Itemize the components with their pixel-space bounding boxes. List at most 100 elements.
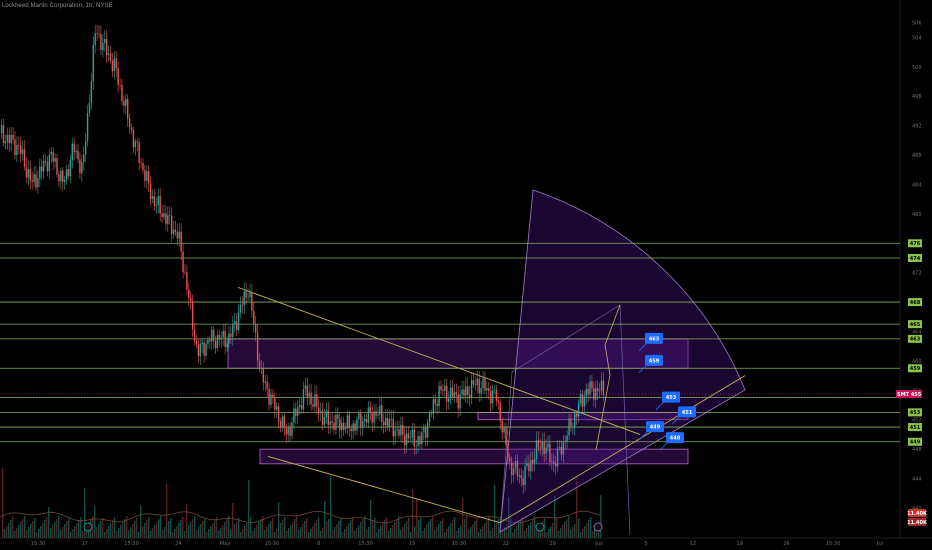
callout-pointer — [659, 441, 669, 451]
volume-bar — [292, 522, 294, 538]
level-price-tag-text: 476 — [910, 241, 921, 247]
callout-badge[interactable] — [678, 406, 696, 418]
volume-bar — [330, 476, 332, 538]
volume-bar — [68, 518, 70, 538]
candle-body — [572, 426, 574, 428]
volume-bar — [116, 531, 118, 538]
candle-body — [503, 426, 505, 433]
price-axis[interactable] — [900, 0, 932, 550]
candle-body — [579, 394, 582, 404]
volume-bar — [388, 531, 390, 538]
callout-badge[interactable] — [646, 421, 664, 433]
candle-body — [575, 413, 578, 417]
callout-badge[interactable] — [645, 332, 663, 344]
volume-bar — [58, 516, 60, 538]
candle-body — [304, 385, 307, 390]
candle-body — [205, 343, 207, 356]
volume-bar — [200, 524, 202, 538]
volume-bar — [600, 495, 602, 538]
volume-bar — [120, 525, 122, 538]
volume-bar — [252, 531, 254, 538]
volume-bar — [80, 517, 82, 538]
volume-bar — [314, 523, 316, 538]
candle-body — [293, 408, 295, 423]
candle-body — [457, 394, 459, 409]
zone-box[interactable] — [259, 448, 689, 465]
candle-body — [253, 310, 255, 325]
volume-bar — [272, 518, 274, 538]
x-tick-label: 24 — [175, 541, 181, 547]
candle-body — [530, 460, 532, 472]
volume-bar — [42, 523, 44, 538]
event-marker-icon[interactable] — [593, 522, 603, 532]
candle-body — [411, 429, 414, 438]
candle-body — [42, 160, 45, 172]
candle-body — [568, 418, 570, 436]
volume-bar — [424, 528, 426, 538]
candle-body — [37, 178, 39, 188]
volume-bar — [494, 485, 496, 538]
volume-bar — [40, 526, 42, 538]
zone-box[interactable] — [227, 338, 689, 369]
candle-body — [442, 390, 444, 392]
candle-body — [595, 388, 597, 400]
lower-trendline[interactable] — [267, 456, 501, 524]
volume-bar — [212, 523, 214, 538]
candle-body — [174, 229, 177, 232]
callout-badge[interactable] — [662, 391, 680, 403]
candle-body — [308, 392, 310, 397]
volume-bar — [378, 529, 380, 538]
candle-body — [180, 231, 182, 252]
volume-bar — [16, 528, 18, 538]
volume-bar — [498, 519, 500, 538]
candle-body — [232, 324, 234, 337]
candle-body — [379, 405, 381, 415]
volume-bar — [554, 496, 556, 538]
volume-bar — [524, 531, 526, 538]
event-marker-icon[interactable] — [535, 522, 545, 532]
candle-body — [532, 460, 534, 463]
candle-body — [184, 271, 186, 273]
event-marker-icon[interactable] — [83, 522, 93, 532]
rising-trendline[interactable] — [499, 375, 746, 524]
candle-body — [144, 170, 146, 181]
candle-body — [402, 425, 404, 435]
candle-body — [553, 461, 555, 464]
candle-body — [222, 330, 224, 338]
volume-bar — [580, 532, 582, 538]
candle-body — [224, 330, 226, 347]
candle-body — [8, 134, 10, 144]
volume-bar — [274, 532, 276, 538]
x-tick-label: 19 — [736, 541, 742, 547]
volume-bar — [158, 519, 160, 538]
candle-body — [381, 405, 383, 422]
candle-body — [323, 417, 326, 425]
candle-body — [182, 251, 184, 272]
x-tick-label: 22 — [503, 541, 509, 547]
volume-bar — [190, 522, 192, 538]
volume-bar — [126, 516, 128, 538]
callout-badge[interactable] — [666, 432, 684, 444]
candle-body — [382, 421, 385, 426]
candle-body — [556, 447, 559, 467]
candle-body — [2, 125, 5, 144]
candle-body — [484, 378, 486, 391]
volume-bar — [596, 525, 598, 538]
candle-body — [211, 329, 213, 342]
volume-bar — [512, 532, 514, 538]
volume-bar — [204, 518, 206, 538]
candle-body — [228, 333, 230, 344]
candle-body — [35, 174, 37, 188]
candle-body — [453, 392, 456, 397]
callout-badge[interactable] — [645, 354, 663, 366]
candle-body — [388, 419, 391, 427]
volume-bar — [256, 525, 258, 538]
candle-body — [100, 34, 102, 50]
candle-body — [268, 388, 270, 405]
volume-bar — [364, 516, 366, 538]
descending-trendline[interactable] — [237, 286, 641, 435]
volume-bar — [358, 525, 360, 538]
x-tick-label: 5 — [645, 541, 648, 547]
